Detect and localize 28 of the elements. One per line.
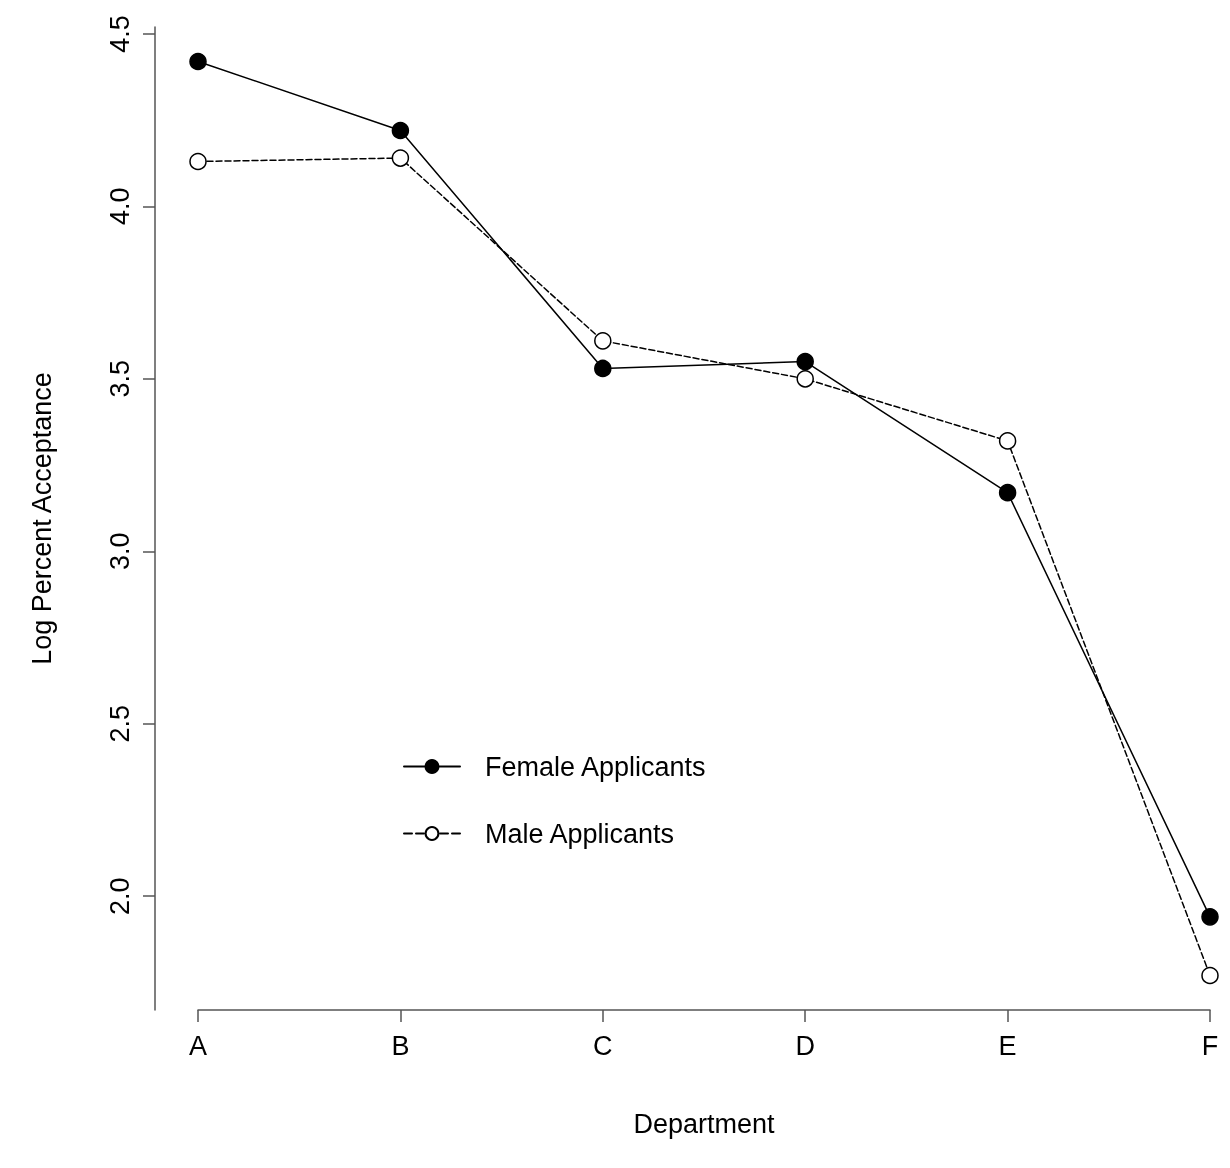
point <box>391 121 410 140</box>
point <box>998 432 1017 450</box>
y-tick-label: 3.5 <box>104 360 135 398</box>
point <box>998 483 1017 502</box>
point <box>796 352 814 371</box>
y-tick-label: 4.5 <box>104 15 135 53</box>
x-tick-label: C <box>593 1030 613 1061</box>
point <box>189 52 207 71</box>
x-tick-label: E <box>998 1030 1017 1061</box>
point <box>594 359 612 378</box>
point <box>594 332 612 350</box>
x-tick-label: A <box>188 1030 208 1061</box>
point <box>796 370 814 388</box>
x-tick-label: B <box>391 1030 410 1061</box>
point <box>391 149 410 167</box>
legend-label: Female Applicants <box>485 751 706 782</box>
point <box>1201 908 1219 926</box>
y-axis-title: Log Percent Acceptance <box>26 372 57 665</box>
legend-label: Male Applicants <box>485 818 675 849</box>
point <box>189 152 207 171</box>
y-tick-label: 4.0 <box>104 187 135 226</box>
point <box>1201 966 1219 985</box>
y-tick-label: 2.5 <box>104 704 135 743</box>
y-tick-label: 3.0 <box>104 532 135 571</box>
x-tick-label: F <box>1201 1030 1219 1061</box>
x-tick-label: D <box>795 1030 815 1061</box>
y-tick-label: 2.0 <box>104 877 135 915</box>
x-axis-title: Department <box>633 1108 776 1139</box>
